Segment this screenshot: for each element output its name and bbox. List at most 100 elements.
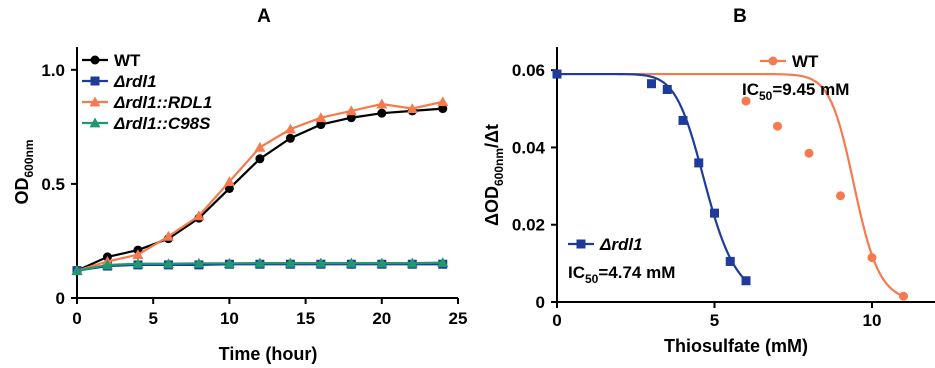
panel-a-series-3 [71,257,449,276]
panel-a-data-point [345,105,357,116]
panel-a-x-tick-label: 25 [449,309,468,328]
panel-a-data-point [223,176,235,187]
panel-a-data-point [345,257,357,268]
ic50-label: IC [568,263,585,282]
panel-b-data-point [647,79,656,89]
panel-a-legend-swatch-marker [89,117,101,128]
panel-a-data-point [316,120,326,130]
panel-a-y-axis-title: OD600nm [12,139,36,204]
panel-a-x-tick-label: 20 [372,309,391,328]
panel-a-legend-swatch-marker [90,55,100,65]
panel-b-legend-swatch-marker [576,239,586,249]
panel-b-legend-entry: Δrdl1 [568,235,643,254]
panel-a-data-point [346,113,356,123]
panel-a-x-axis-title: Time (hour) [219,344,318,364]
panel-b-legend-entry: WT [760,52,819,71]
panel-b-data-point [662,85,672,94]
panel-b-data-point [678,115,688,125]
panel-b-series-1 [552,69,751,286]
panel-a-y-axis-title-main: OD [12,178,32,205]
panel-a-data-point [437,257,449,268]
panel-a-data-point [71,265,83,276]
panel-b-fit-curve [557,72,747,282]
panel-a-legend-entry: WT [82,51,141,70]
panel-a-data-point [376,98,388,109]
panel-a-data-point [254,257,266,268]
panel-b-x-tick-label: 10 [863,311,882,330]
panel-a-data-point [132,249,144,260]
panel-b-y-ticks: 0 0.02 0.04 0.06 [512,61,557,312]
panel-a-data-point [315,112,327,123]
panel-b-y-axis-title-suffix: /Δt [482,124,502,148]
panel-b-x-tick-label: 5 [710,311,719,330]
ic50-subscript: 50 [759,89,773,103]
panel-a-legend-label: Δrdl1::RDL1 [113,93,212,112]
panel-a-data-point [193,257,205,268]
panel-a-data-point [162,258,174,269]
panel-b: B 0 5 10 0 0.02 0.04 0.06 Thiosulfate (mM) ΔO… [482,6,935,356]
panel-a-legend-label: WT [114,51,141,70]
panel-a-x-tick-label: 0 [72,309,81,328]
panel-a-data-point [254,141,266,152]
panel-a-legend-label: Δrdl1::C98S [113,114,211,133]
panel-b-x-axis-title: Thiosulfate (mM) [664,336,808,356]
panel-a-data-point [224,183,234,193]
panel-b-x-tick-label: 0 [552,311,561,330]
panel-a-data-point [376,257,388,268]
panel-b-data-point [741,96,751,106]
panel-a-data-point [377,108,387,118]
panel-a-legend-entry: Δrdl1::RDL1 [82,93,212,112]
panel-a-x-tick-label: 15 [296,309,315,328]
panel-a-data-point [315,257,327,268]
panel-b-y-tick-label: 0.04 [512,138,546,157]
panel-b-ic50-annotation: IC50=4.74 mM [568,263,675,286]
panel-a-x-tick-label: 10 [220,309,239,328]
panel-b-ic50-annotation: IC50=9.45 mM [742,80,849,103]
panel-a-data-point [193,210,205,221]
panel-a-y-tick-label: 1.0 [41,61,65,80]
panel-b-y-tick-label: 0.06 [512,61,545,80]
ic50-value: =9.45 mM [772,80,849,99]
panel-b-legend-swatch-marker [768,56,778,66]
panel-a-data-point [132,258,144,269]
panel-b-data-point [773,121,782,131]
panel-b-y-axis-title-subscript: 600nm [492,148,506,186]
panel-b-y-tick-label: 0.02 [512,216,545,235]
panel-b-data-point [710,208,719,218]
ic50-value: =4.74 mM [598,263,675,282]
panel-b-data-point [804,148,814,158]
ic50-label: IC [742,80,759,99]
panel-b-y-tick-label: 0 [536,293,545,312]
panel-b-data-point [836,191,845,201]
panel-b-data-point [725,256,735,266]
panel-a-data-point [406,103,418,114]
panel-b-legend-label: WT [792,52,819,71]
panel-a-y-ticks: 0 0.5 1.0 [41,61,77,308]
panel-a-x-tick-label: 5 [148,309,157,328]
panel-b-x-ticks: 0 5 10 [552,302,881,330]
panel-b-y-axis-title: ΔOD600nm/Δt [482,124,506,226]
panel-a-legend-swatch-marker [90,76,100,86]
panel-a-data-point [406,257,418,268]
panel-a-data-point [101,259,113,270]
panel-b-y-axis-title-prefix: ΔOD [482,186,502,226]
panel-a-legend-entry: Δrdl1 [82,72,157,91]
panel-b-data-point [694,158,704,168]
panel-a-data-point [284,257,296,268]
panel-b-data-point [741,276,751,286]
panel-b-data-point [552,69,562,79]
panel-a-data-point [438,104,448,114]
panel-b-legend-label: Δrdl1 [599,235,643,254]
panel-a-series [71,96,449,276]
panel-a-data-point [285,133,295,143]
panel-a-y-axis-title-subscript: 600nm [22,139,36,177]
panel-b-data-point [899,291,908,301]
panel-a-y-tick-label: 0 [56,289,65,308]
panel-a-data-point [437,96,449,107]
ic50-subscript: 50 [585,272,599,286]
panel-a: A 0 5 10 15 20 25 0 0.5 1.0 Time (hour) OD600nm… [12,6,467,364]
panel-a-legend-label: Δrdl1 [113,72,157,91]
panel-a-y-tick-label: 0.5 [41,175,65,194]
